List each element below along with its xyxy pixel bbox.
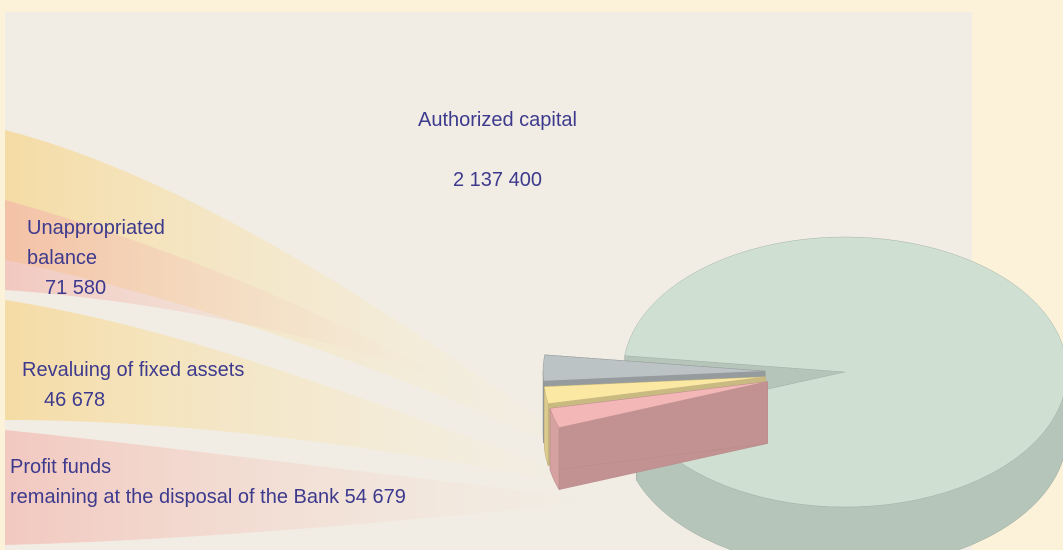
label-2: Revaluing of fixed assets 46 678 xyxy=(22,325,244,445)
pie xyxy=(542,236,1063,550)
value-label: 71 580 xyxy=(45,277,107,299)
value-label: 2 137 400 xyxy=(453,169,542,191)
category: Authorized capital xyxy=(418,109,577,131)
category: Unappropriated balance xyxy=(27,217,165,269)
pie-slice xyxy=(543,376,766,404)
category: Profit funds remaining at the disposal o… xyxy=(10,456,340,508)
label-1: Unappropriated balance 71 580 xyxy=(27,183,165,333)
swoosh xyxy=(5,200,450,380)
swoosh xyxy=(5,130,610,470)
pie-slice xyxy=(549,381,768,428)
value-label: 46 678 xyxy=(44,389,106,411)
label-0: Authorized capital 2 137 400 xyxy=(410,75,585,195)
swoosh xyxy=(5,300,610,490)
value-label: 54 679 xyxy=(344,486,406,508)
category: Revaluing of fixed assets xyxy=(22,359,245,381)
label-3: Profit funds remaining at the disposal o… xyxy=(10,452,406,512)
swoosh xyxy=(5,430,610,545)
pie-slice-side xyxy=(542,371,544,444)
pie-slice xyxy=(542,354,766,382)
